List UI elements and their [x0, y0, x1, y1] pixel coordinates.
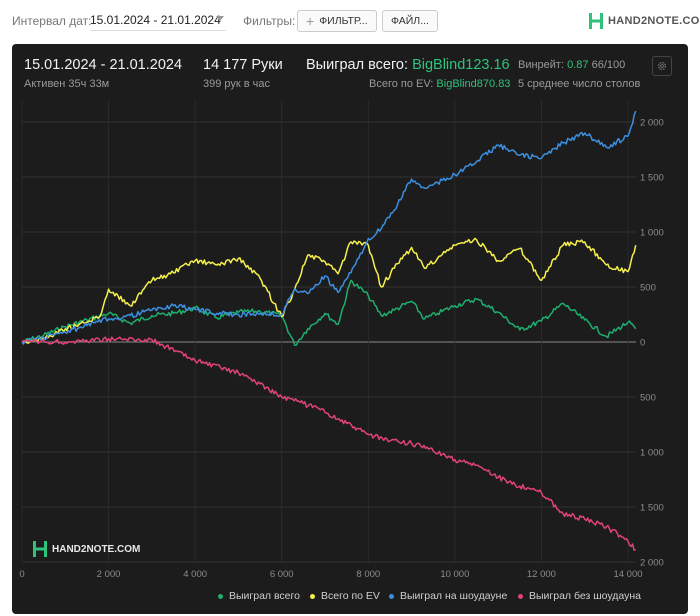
y-tick-label: 2 000	[640, 558, 664, 569]
summary-date-range: 15.01.2024 - 21.01.2024	[24, 57, 183, 73]
file-button[interactable]: ФАЙЛ...	[382, 10, 438, 32]
legend-label-won: Выиграл всего	[229, 590, 300, 602]
legend-item-non-showdown[interactable]: Выиграл без шоудауна	[518, 590, 641, 602]
x-tick-label: 8 000	[356, 569, 380, 580]
watermark-text: HAND2NOTE.COM	[52, 543, 141, 555]
ev-value: BigBlind870.83	[436, 78, 511, 90]
x-tick-label: 14 000	[613, 569, 642, 580]
legend-dot-ev	[310, 593, 315, 599]
x-tick-label: 6 000	[270, 569, 294, 580]
y-tick-label: 500	[640, 283, 656, 294]
hand2note-logo: HAND2NOTE.COM	[588, 12, 700, 30]
gear-icon	[657, 61, 667, 71]
series-line-showdown	[21, 110, 637, 345]
won-total-label: Выиграл всего:	[306, 57, 409, 73]
y-tick-label: 1 500	[640, 173, 664, 184]
chart-legend: Выиграл всего Всего по EV Выиграл на шоу…	[0, 590, 700, 606]
legend-label-showdown: Выиграл на шоудауне	[400, 590, 508, 602]
series-line-non-showdown	[21, 336, 636, 551]
legend-label-non-showdown: Выиграл без шоудауна	[529, 590, 641, 602]
file-button-label: ФАЙЛ...	[391, 15, 429, 27]
hand2note-watermark-icon	[33, 541, 47, 557]
chart-watermark: HAND2NOTE.COM	[32, 540, 140, 558]
date-select-underline	[90, 30, 226, 31]
plus-icon: +	[306, 13, 315, 29]
x-tick-label: 4 000	[183, 569, 207, 580]
legend-item-won[interactable]: Выиграл всего	[218, 590, 300, 602]
summary-hands-per-hour: 399 рук в час	[203, 78, 271, 90]
legend-dot-showdown	[389, 593, 394, 599]
winrate-value: 0.87	[567, 59, 589, 71]
filters-label: Фильтры:	[243, 14, 296, 28]
y-tick-label: 500	[640, 393, 656, 404]
chart-series	[21, 110, 637, 551]
series-line-ev	[21, 237, 637, 344]
y-tick-label: 1 000	[640, 228, 664, 239]
filter-button[interactable]: + ФИЛЬТР...	[297, 10, 377, 32]
legend-item-ev[interactable]: Всего по EV	[310, 590, 380, 602]
hand2note-logo-icon	[589, 13, 603, 29]
summary-active-time: Активен 35ч 33м	[24, 78, 110, 90]
chart-grid	[21, 100, 636, 563]
summary-ev: Всего по EV: BigBlind870.83	[369, 78, 510, 90]
x-axis-ticks: 0 2 000 4 000 6 000 8 000 10 000 12 000 14 000	[19, 569, 642, 580]
date-interval-label: Интервал дат:	[12, 14, 92, 28]
y-tick-label: 1 000	[640, 448, 664, 459]
summary-winrate: Винрейт: 0.87 66/100	[518, 59, 625, 71]
legend-label-ev: Всего по EV	[321, 590, 380, 602]
toolbar: Интервал дат: 15.01.2024 - 21.01.2024 Фи…	[0, 0, 700, 42]
won-total-value: BigBlind123.16	[412, 57, 510, 73]
x-tick-label: 0	[19, 569, 24, 580]
summary-won-total: Выиграл всего: BigBlind123.16	[306, 57, 510, 73]
date-interval-select[interactable]: 15.01.2024 - 21.01.2024	[90, 13, 221, 27]
summary-hands: 14 177 Руки	[203, 57, 283, 73]
winrate-rest: 66/100	[591, 59, 626, 71]
chevron-down-icon[interactable]	[216, 16, 224, 21]
legend-dot-non-showdown	[518, 593, 523, 599]
series-line-won	[21, 279, 637, 347]
summary-tables: 5 среднее число столов	[518, 78, 641, 90]
settings-button[interactable]	[652, 56, 672, 76]
ev-label: Всего по EV:	[369, 78, 434, 90]
y-tick-label: 1 500	[640, 503, 664, 514]
x-tick-label: 12 000	[527, 569, 556, 580]
x-tick-label: 2 000	[97, 569, 121, 580]
legend-item-showdown[interactable]: Выиграл на шоудауне	[389, 590, 507, 602]
legend-dot-won	[218, 593, 223, 599]
x-tick-label: 10 000	[440, 569, 469, 580]
filter-button-label: ФИЛЬТР...	[319, 15, 368, 27]
y-tick-label: 0	[640, 338, 645, 349]
y-axis-ticks: 2 000 1 500 1 000 500 0 500 1 000 1 500 2 000	[640, 118, 664, 569]
logo-text: HAND2NOTE.COM	[608, 15, 700, 27]
winrate-label: Винрейт:	[518, 59, 565, 71]
y-tick-label: 2 000	[640, 118, 664, 129]
